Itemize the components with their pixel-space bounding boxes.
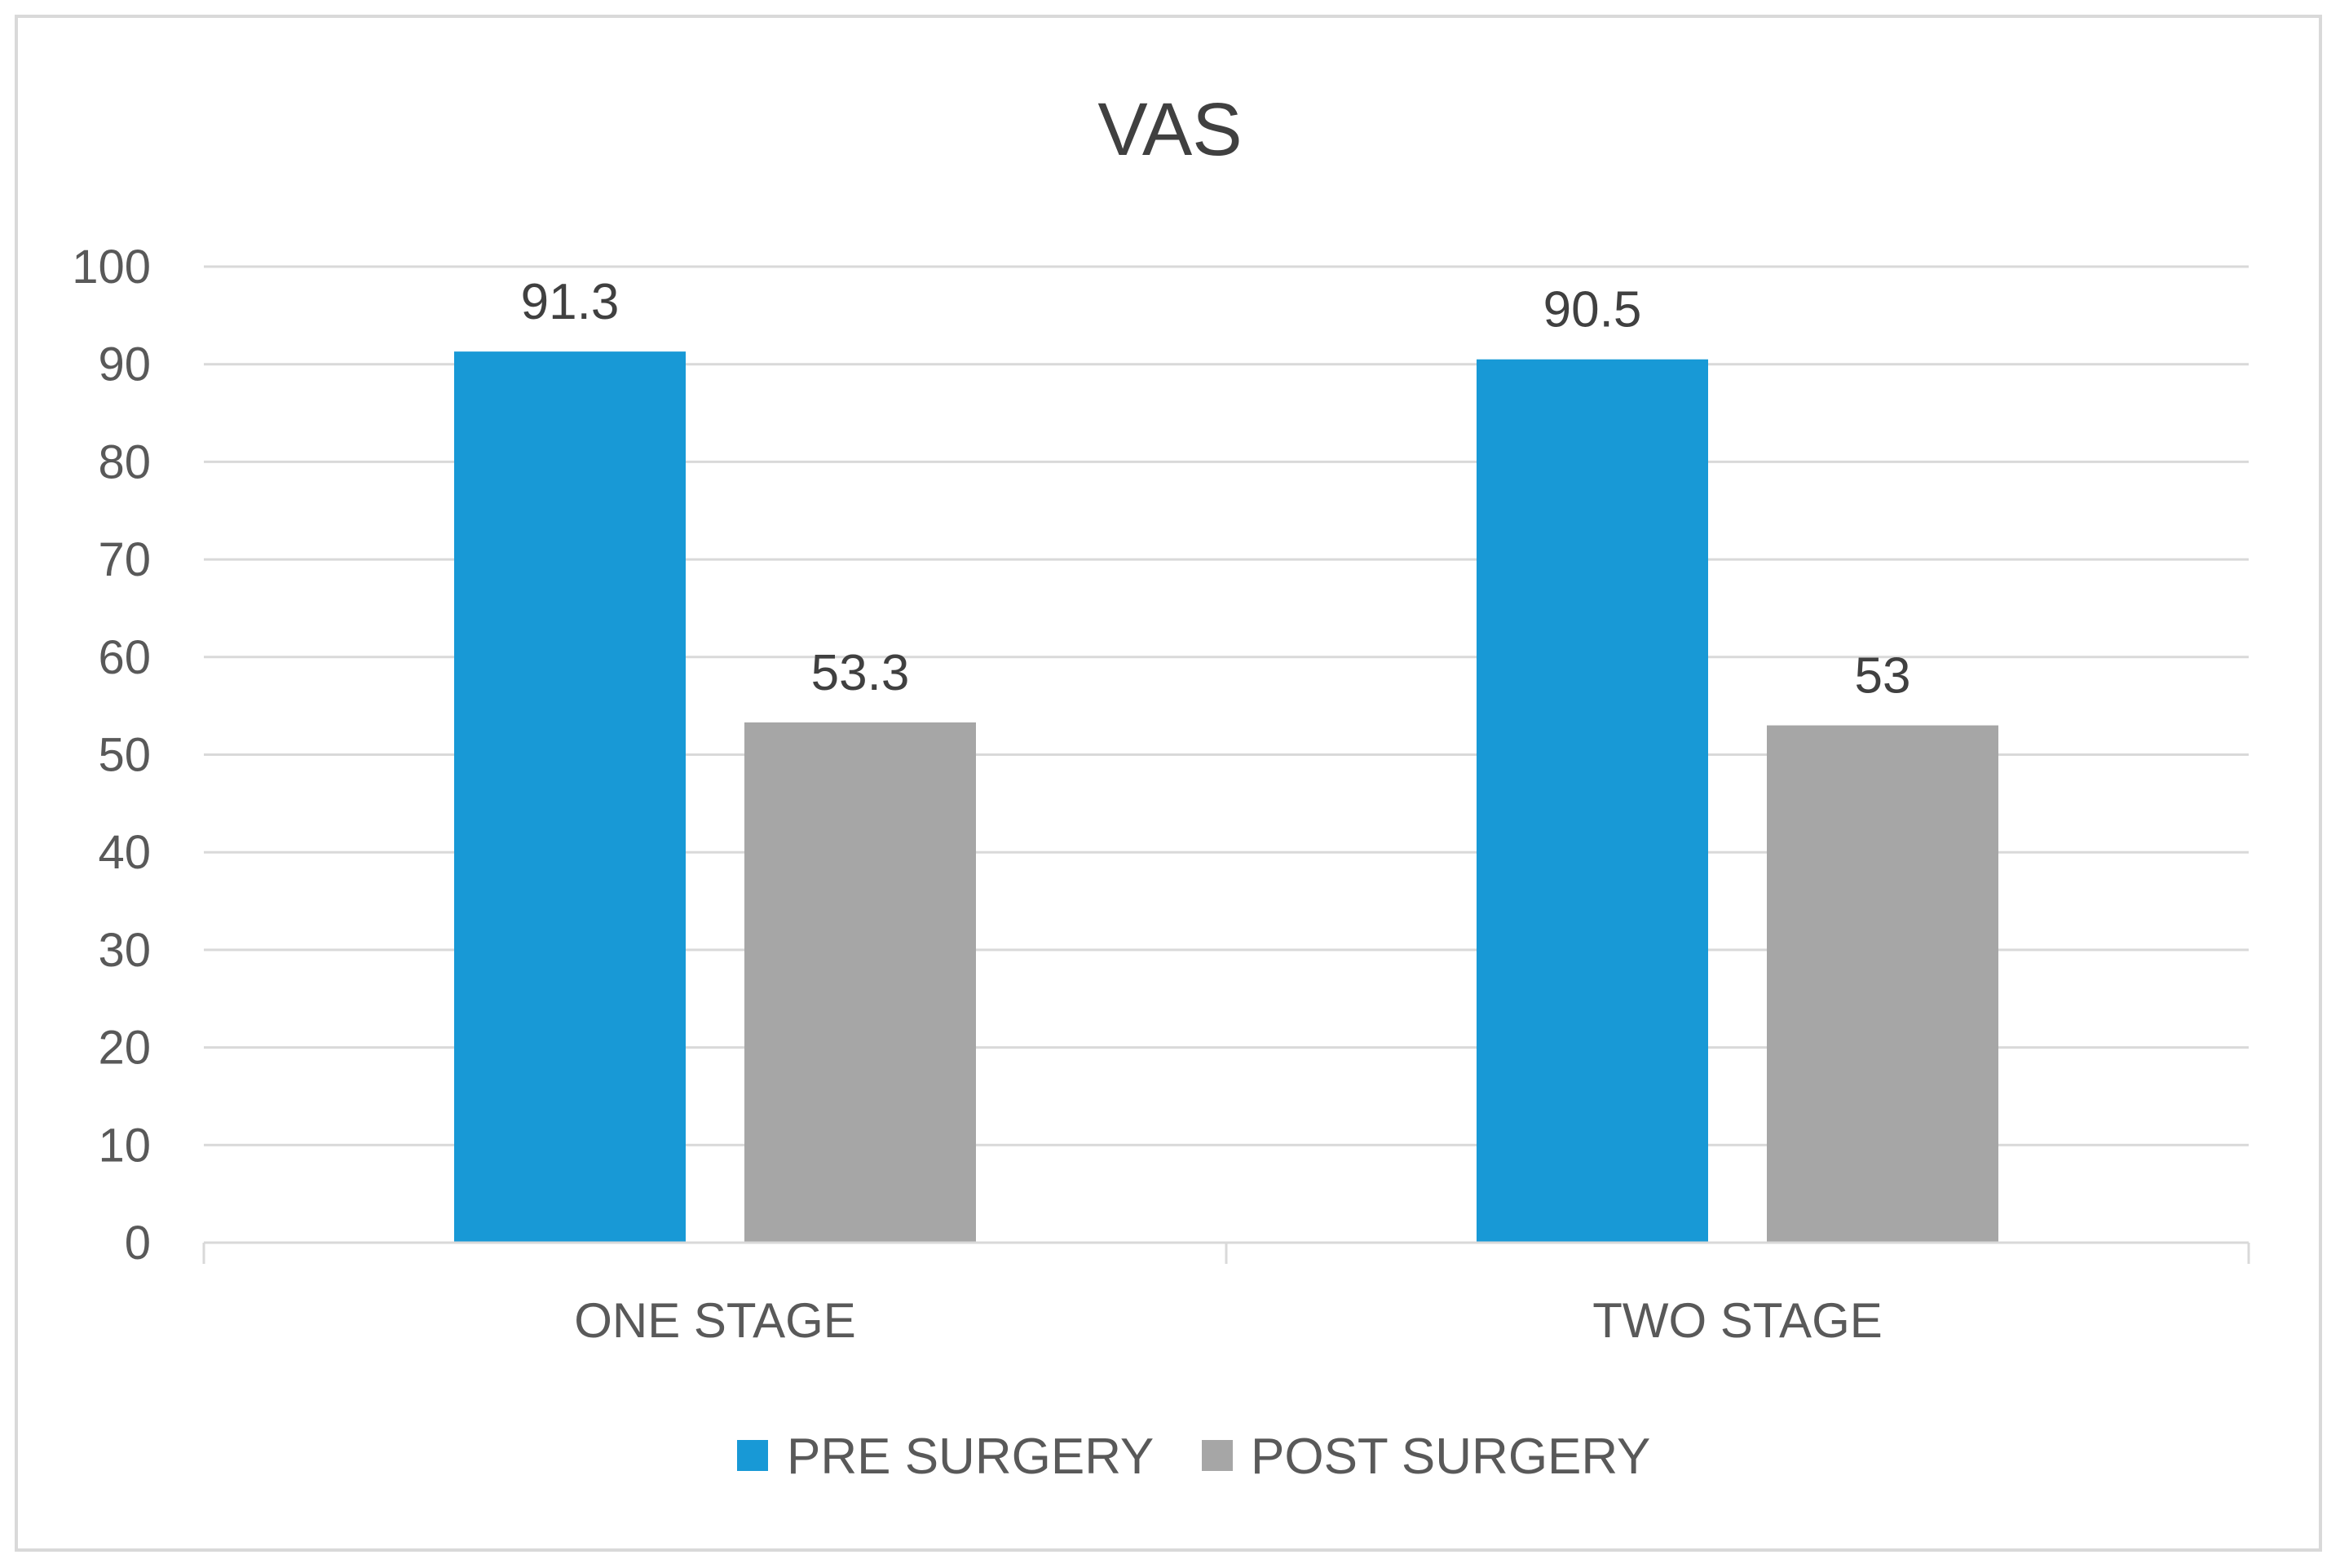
- legend-label: PRE SURGERY: [787, 1429, 1154, 1485]
- legend-swatch-pre-surgery: [737, 1440, 768, 1471]
- y-tick-label: 80: [98, 435, 151, 488]
- x-axis: [202, 1241, 2250, 1264]
- y-tick-label: 30: [98, 924, 151, 977]
- y-tick-label: 90: [98, 338, 151, 391]
- y-tick-label: 100: [72, 241, 151, 294]
- data-labels: 91.3 90.5 53.3 53: [521, 274, 1911, 704]
- y-axis-tick-labels: 0 10 20 30 40 50 60 70 80 90 100: [72, 241, 151, 1270]
- data-label: 90.5: [1543, 282, 1642, 338]
- data-label: 91.3: [521, 274, 620, 330]
- y-tick-label: 20: [98, 1022, 151, 1075]
- y-tick-label: 40: [98, 826, 151, 879]
- x-category-label: ONE STAGE: [574, 1293, 856, 1348]
- bar-pre-surgery-two-stage: [1477, 359, 1708, 1243]
- data-label: 53.3: [811, 645, 910, 701]
- chart-title: VAS: [1097, 88, 1242, 171]
- legend-label: POST SURGERY: [1251, 1429, 1650, 1485]
- legend: PRE SURGERY POST SURGERY: [737, 1429, 1650, 1485]
- x-axis-category-labels: ONE STAGE TWO STAGE: [574, 1293, 1883, 1348]
- bar-post-surgery-one-stage: [744, 722, 976, 1243]
- x-category-label: TWO STAGE: [1592, 1293, 1883, 1348]
- bars: [454, 351, 1998, 1243]
- bar-pre-surgery-one-stage: [454, 351, 686, 1243]
- y-tick-label: 0: [125, 1217, 151, 1270]
- y-tick-label: 50: [98, 729, 151, 782]
- y-tick-label: 60: [98, 631, 151, 684]
- legend-swatch-post-surgery: [1202, 1440, 1233, 1471]
- y-tick-label: 70: [98, 533, 151, 586]
- y-tick-label: 10: [98, 1119, 151, 1172]
- bar-post-surgery-two-stage: [1767, 725, 1998, 1243]
- data-label: 53: [1855, 648, 1911, 704]
